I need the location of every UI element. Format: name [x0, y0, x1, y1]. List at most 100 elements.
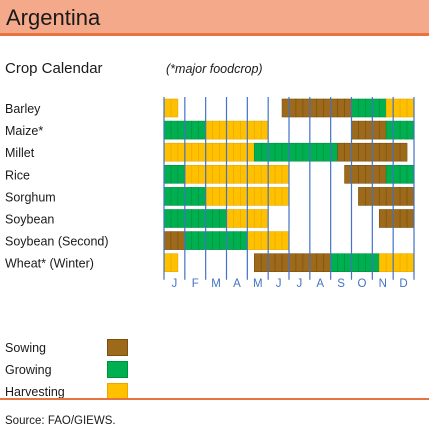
sowing-bar-cell [378, 187, 387, 206]
sowing-bar-cell [295, 253, 304, 272]
growing-bar-cell [351, 253, 359, 272]
harvesting-bar-cell [281, 231, 290, 250]
source-note: Source: FAO/GIEWS. [5, 415, 116, 427]
growing-bar-cell [170, 120, 179, 140]
sowing-bar-cell [330, 98, 338, 118]
growing-bar-cell [205, 231, 213, 250]
month-tick-label: J [172, 278, 178, 290]
growing-bar-cell [184, 187, 193, 206]
harvesting-bar-cell [184, 142, 193, 162]
harvesting-bar-cell [253, 231, 262, 250]
harvesting-bar-cell [260, 120, 269, 140]
crop-label: Millet [5, 146, 35, 160]
page-title: Argentina [6, 5, 101, 30]
growing-bar-cell [191, 209, 200, 228]
sowing-bar-cell [288, 98, 297, 118]
harvesting-bar-cell [226, 120, 234, 140]
sowing-bar-cell [344, 98, 352, 118]
growing-bar-cell [212, 231, 220, 250]
growing-bar-cell [184, 120, 193, 140]
sowing-bar-cell [295, 98, 304, 118]
harvesting-bar-cell [399, 253, 408, 272]
crop-label: Maize* [5, 124, 43, 138]
harvesting-bar-cell [406, 253, 415, 272]
month-tick-label: F [192, 278, 199, 290]
harvesting-bar-cell [385, 98, 394, 118]
sowing-bar-cell [365, 165, 373, 184]
month-tick-label: M [253, 278, 263, 290]
growing-bar-cell [330, 142, 338, 162]
growing-bar-cell [177, 187, 186, 206]
growing-bar-cell [240, 231, 248, 250]
sowing-bar-cell [351, 165, 359, 184]
harvesting-bar-cell [191, 142, 200, 162]
sowing-bar-cell [163, 231, 172, 250]
sowing-bar-cell [281, 253, 290, 272]
harvesting-bar-cell [253, 209, 262, 228]
sowing-bar-cell [399, 142, 408, 162]
sowing-bar-cell [392, 142, 401, 162]
sowing-bar-cell [323, 98, 331, 118]
harvesting-bar-cell [233, 209, 241, 228]
month-tick-label: S [337, 278, 345, 290]
harvesting-bar-cell [219, 120, 227, 140]
month-tick-label: J [297, 278, 303, 290]
harvesting-bar-cell [212, 142, 220, 162]
harvesting-bar-cell [274, 187, 283, 206]
sowing-bar-cell [351, 142, 359, 162]
harvesting-bar-cell [205, 187, 213, 206]
growing-bar-cell [372, 98, 380, 118]
growing-bar-cell [170, 165, 179, 184]
growing-bar-cell [378, 98, 387, 118]
sowing-bar-cell [385, 209, 394, 228]
growing-bar-cell [233, 231, 241, 250]
growing-bar-cell [351, 98, 359, 118]
growing-bar-cell [281, 142, 290, 162]
sowing-bar-cell [378, 209, 387, 228]
growing-bar-cell [198, 231, 206, 250]
harvesting-bar-cell [378, 253, 387, 272]
sowing-bar-cell [378, 120, 387, 140]
harvesting-bar-cell [198, 165, 206, 184]
harvesting-bar-cell [163, 98, 172, 118]
crop-label: Sorghum [5, 190, 56, 204]
sowing-bar-cell [365, 120, 373, 140]
harvesting-bar-cell [212, 165, 220, 184]
harvesting-bar-cell [219, 187, 227, 206]
harvesting-bar-cell [240, 165, 248, 184]
sowing-bar-cell [253, 253, 262, 272]
harvesting-bar-cell [212, 187, 220, 206]
crop-calendar-chart: Barley Maize* Millet Rice Sorghum Soybean Soyb… [5, 97, 415, 290]
sowing-bar-cell [372, 120, 380, 140]
harvesting-bar-cell [253, 120, 262, 140]
harvesting-bar-cell [267, 187, 276, 206]
harvesting-bar-cell [274, 165, 283, 184]
growing-bar-cell [358, 253, 366, 272]
legend-label-sowing: Sowing [5, 341, 46, 355]
growing-bar-cell [323, 142, 331, 162]
month-tick-label: M [211, 278, 221, 290]
growing-bar-cell [177, 165, 186, 184]
crop-label: Soybean [5, 213, 54, 227]
growing-bar-cell [267, 142, 276, 162]
growing-bar-cell [163, 187, 172, 206]
growing-bar-cell [288, 142, 297, 162]
harvesting-bar-cell [392, 98, 401, 118]
harvesting-bar-cell [240, 209, 248, 228]
growing-bar-cell [226, 231, 234, 250]
harvesting-bar-cell [219, 165, 227, 184]
growing-bar-cell [385, 165, 394, 184]
harvesting-bar-cell [226, 187, 234, 206]
sowing-bar-cell [378, 142, 387, 162]
crop-label: Barley [5, 102, 41, 116]
harvesting-bar-cell [226, 209, 234, 228]
sowing-bar-cell [392, 209, 401, 228]
growing-bar-cell [365, 98, 373, 118]
growing-bar-cell [191, 187, 200, 206]
growing-bar-cell [198, 187, 206, 206]
harvesting-bar-cell [247, 209, 255, 228]
growing-bar-cell [406, 120, 415, 140]
harvesting-bar-cell [198, 142, 206, 162]
harvesting-bar-cell [267, 165, 276, 184]
sowing-bar-cell [385, 187, 394, 206]
